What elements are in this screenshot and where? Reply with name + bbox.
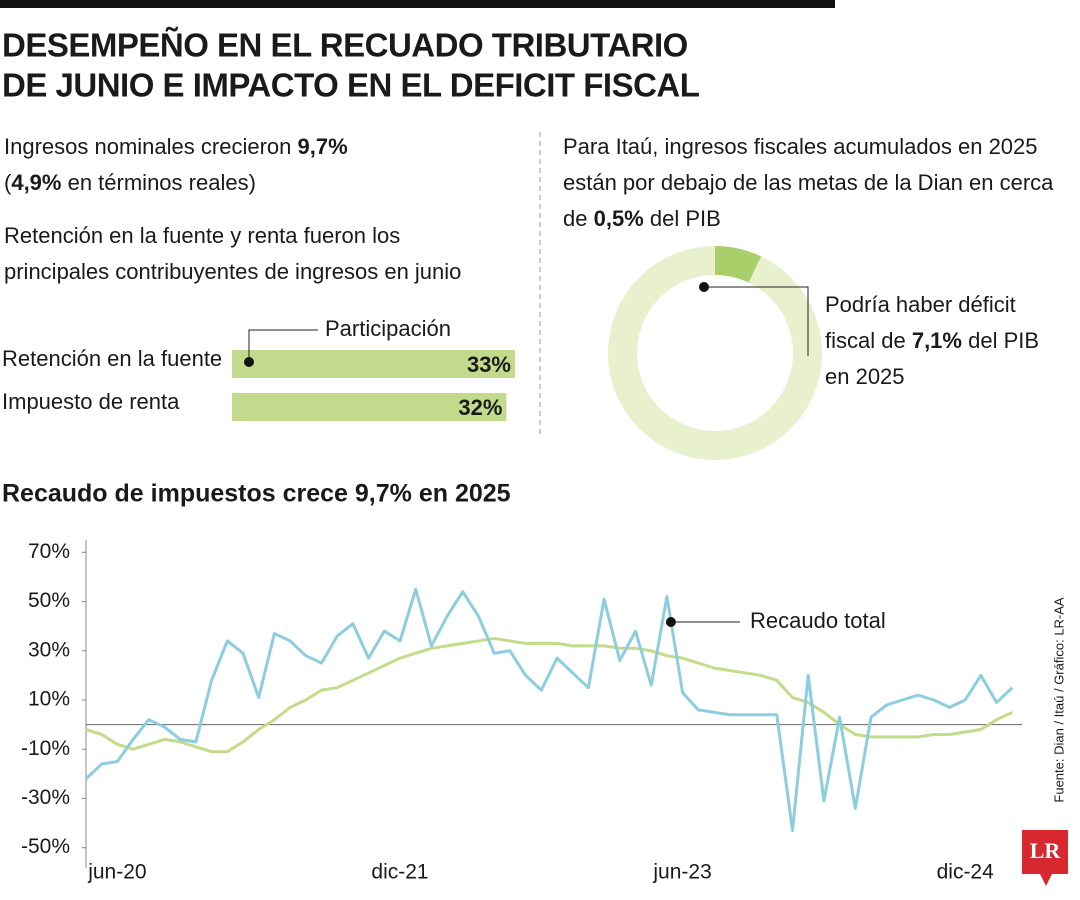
series-label: Participación	[325, 316, 451, 341]
leader-dot	[665, 617, 676, 627]
x-tick-label: dic-24	[937, 861, 995, 884]
text-run: están por debajo de las metas de la Dian…	[563, 170, 1054, 195]
chart-title: Recaudo de impuestos crece 9,7% en 2025	[2, 480, 511, 508]
text-run: del PIB	[962, 328, 1039, 353]
leader-dot	[699, 282, 709, 292]
source: Fuente: Dian / Itaú / Gráfico: LR-AA	[1051, 597, 1066, 803]
text-run: principales contribuyentes de ingresos e…	[4, 259, 461, 284]
text-run: en 2025	[825, 364, 905, 389]
text-run: de	[563, 206, 594, 231]
note: Retención en la fuente y renta fueron lo…	[4, 223, 400, 248]
note: Para Itaú, ingresos fiscales acumulados …	[563, 134, 1038, 159]
text-run: del PIB	[644, 206, 721, 231]
text-run: fiscal de	[825, 328, 912, 353]
note: de 0,5% del PIB	[563, 206, 721, 231]
text-run: Retención en la fuente y renta fueron lo…	[4, 223, 400, 248]
y-tick-label: -30%	[21, 786, 70, 809]
donut-note: en 2025	[825, 364, 905, 389]
donut-note: Podría haber déficit	[825, 292, 1016, 317]
note: (4,9% en términos reales)	[4, 170, 256, 195]
text-run: Podría haber déficit	[825, 292, 1016, 317]
title: DESEMPEÑO EN EL RECUADO TRIBUTARIO	[2, 27, 688, 64]
bold-figure: 0,5%	[594, 206, 644, 231]
bold-figure: 4,9%	[11, 170, 61, 195]
category-label: Impuesto de renta	[2, 389, 180, 414]
bold-figure: 9,7%	[297, 134, 347, 159]
bar	[232, 350, 515, 378]
y-tick-label: 70%	[28, 540, 70, 563]
bar	[232, 393, 507, 421]
y-tick-label: 10%	[28, 688, 70, 711]
leader-line	[704, 286, 809, 356]
category-label: Retención en la fuente	[2, 346, 222, 371]
note: están por debajo de las metas de la Dian…	[563, 170, 1054, 195]
logo: LR	[1030, 838, 1062, 863]
x-tick-label: jun-23	[652, 861, 711, 884]
note: Ingresos nominales crecieron 9,7%	[4, 134, 348, 159]
note: principales contribuyentes de ingresos e…	[4, 259, 461, 284]
donut-note: fiscal de 7,1% del PIB	[825, 328, 1039, 353]
y-tick-label: -10%	[21, 737, 70, 760]
leader-line	[248, 329, 318, 362]
y-tick-label: 50%	[28, 589, 70, 612]
leader-dot	[244, 357, 254, 367]
text-run: en términos reales)	[61, 170, 255, 195]
logo-box	[1022, 830, 1068, 874]
x-tick-label: dic-21	[371, 861, 428, 884]
value-label: 33%	[467, 352, 511, 377]
series-line	[85, 636, 1013, 754]
top-rule	[0, 0, 835, 8]
donut-slice	[607, 246, 823, 460]
logo-tail	[1040, 874, 1052, 886]
value-label: 32%	[458, 395, 502, 420]
text-run: Para Itaú, ingresos fiscales acumulados …	[563, 134, 1038, 159]
y-tick-label: -50%	[21, 835, 70, 858]
text-run: Ingresos nominales crecieron	[4, 134, 297, 159]
y-tick-label: 30%	[28, 638, 70, 661]
x-tick-label: jun-20	[87, 861, 146, 884]
series-line	[84, 587, 1014, 832]
title: DE JUNIO E IMPACTO EN EL DEFICIT FISCAL	[2, 67, 700, 104]
donut-slice	[715, 246, 762, 283]
text-run: (	[4, 170, 12, 195]
bold-figure: 7,1%	[912, 328, 962, 353]
series-annotation: Recaudo total	[750, 608, 886, 633]
